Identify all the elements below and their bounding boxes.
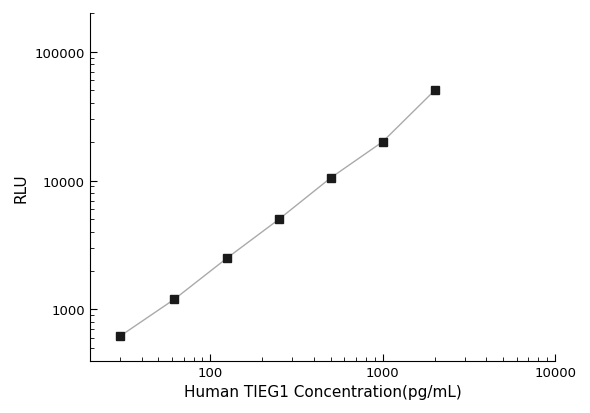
X-axis label: Human TIEG1 Concentration(pg/mL): Human TIEG1 Concentration(pg/mL) — [183, 384, 461, 399]
Y-axis label: RLU: RLU — [14, 173, 29, 202]
